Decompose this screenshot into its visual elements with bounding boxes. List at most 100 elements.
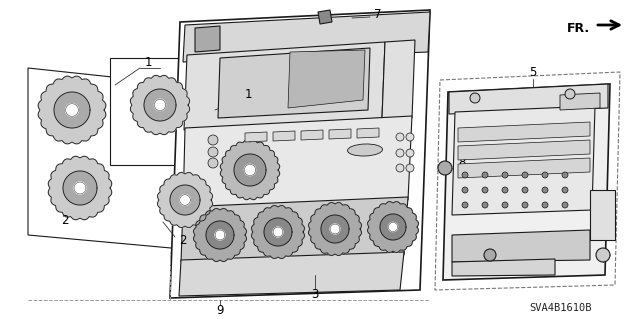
Circle shape xyxy=(482,187,488,193)
Circle shape xyxy=(562,202,568,208)
Circle shape xyxy=(406,133,414,141)
Circle shape xyxy=(482,172,488,178)
Polygon shape xyxy=(590,190,615,240)
Text: 2: 2 xyxy=(179,234,187,247)
Polygon shape xyxy=(452,259,555,276)
Polygon shape xyxy=(458,140,590,160)
Polygon shape xyxy=(443,84,610,280)
Circle shape xyxy=(596,248,610,262)
Polygon shape xyxy=(435,72,620,290)
Circle shape xyxy=(542,187,548,193)
Circle shape xyxy=(438,161,452,175)
Text: 1: 1 xyxy=(244,88,252,101)
Polygon shape xyxy=(329,129,351,139)
Polygon shape xyxy=(380,214,406,240)
Circle shape xyxy=(522,187,528,193)
Polygon shape xyxy=(183,116,412,210)
Polygon shape xyxy=(301,130,323,140)
Circle shape xyxy=(406,164,414,172)
Polygon shape xyxy=(144,89,176,121)
Circle shape xyxy=(396,164,404,172)
Polygon shape xyxy=(245,132,267,142)
Polygon shape xyxy=(264,218,292,246)
Polygon shape xyxy=(382,40,415,118)
Circle shape xyxy=(208,147,218,157)
Circle shape xyxy=(542,202,548,208)
Circle shape xyxy=(502,172,508,178)
Polygon shape xyxy=(170,10,430,298)
Polygon shape xyxy=(288,50,365,108)
Polygon shape xyxy=(452,230,590,262)
Text: 9: 9 xyxy=(216,303,224,316)
Polygon shape xyxy=(154,100,166,111)
Polygon shape xyxy=(330,224,340,234)
Circle shape xyxy=(562,172,568,178)
Circle shape xyxy=(502,187,508,193)
Circle shape xyxy=(565,89,575,99)
Polygon shape xyxy=(273,227,283,237)
Polygon shape xyxy=(38,76,106,144)
Circle shape xyxy=(562,187,568,193)
Text: 6: 6 xyxy=(508,251,516,264)
Polygon shape xyxy=(157,173,212,227)
Polygon shape xyxy=(181,197,408,262)
Polygon shape xyxy=(452,106,595,215)
Polygon shape xyxy=(560,93,600,110)
Polygon shape xyxy=(215,230,225,240)
Polygon shape xyxy=(388,222,397,232)
Polygon shape xyxy=(367,202,419,252)
Polygon shape xyxy=(206,221,234,249)
Polygon shape xyxy=(28,68,215,252)
Polygon shape xyxy=(184,42,385,130)
Text: 1: 1 xyxy=(144,56,152,69)
Polygon shape xyxy=(218,48,370,118)
Text: 8: 8 xyxy=(458,155,466,168)
Polygon shape xyxy=(220,140,280,200)
Polygon shape xyxy=(308,203,362,256)
Text: 2: 2 xyxy=(61,213,68,226)
Polygon shape xyxy=(244,164,255,175)
Circle shape xyxy=(470,93,480,103)
Polygon shape xyxy=(357,128,379,138)
Polygon shape xyxy=(54,92,90,128)
Circle shape xyxy=(396,133,404,141)
Circle shape xyxy=(208,158,218,168)
Circle shape xyxy=(522,172,528,178)
Polygon shape xyxy=(273,131,295,141)
Polygon shape xyxy=(183,12,430,62)
Polygon shape xyxy=(193,209,246,262)
Polygon shape xyxy=(110,58,215,165)
Polygon shape xyxy=(318,10,332,24)
Circle shape xyxy=(462,202,468,208)
Circle shape xyxy=(462,172,468,178)
Circle shape xyxy=(522,202,528,208)
Circle shape xyxy=(502,202,508,208)
Polygon shape xyxy=(458,158,590,178)
Circle shape xyxy=(482,202,488,208)
Polygon shape xyxy=(321,215,349,243)
Polygon shape xyxy=(131,75,189,135)
Polygon shape xyxy=(179,252,404,296)
Polygon shape xyxy=(170,185,200,215)
Polygon shape xyxy=(195,26,220,52)
Polygon shape xyxy=(458,122,590,142)
Text: FR.: FR. xyxy=(567,21,590,34)
Polygon shape xyxy=(48,156,112,220)
Text: 3: 3 xyxy=(311,288,319,301)
Ellipse shape xyxy=(348,144,383,156)
Circle shape xyxy=(208,135,218,145)
Circle shape xyxy=(484,249,496,261)
Text: 7: 7 xyxy=(374,9,381,21)
Polygon shape xyxy=(180,195,190,205)
Polygon shape xyxy=(66,104,78,116)
Circle shape xyxy=(406,149,414,157)
Polygon shape xyxy=(74,182,86,194)
Circle shape xyxy=(462,187,468,193)
Text: 5: 5 xyxy=(529,65,537,78)
Polygon shape xyxy=(252,205,305,258)
Text: SVA4B1610B: SVA4B1610B xyxy=(529,303,591,313)
Circle shape xyxy=(396,149,404,157)
Polygon shape xyxy=(63,171,97,205)
Circle shape xyxy=(542,172,548,178)
Polygon shape xyxy=(234,154,266,186)
